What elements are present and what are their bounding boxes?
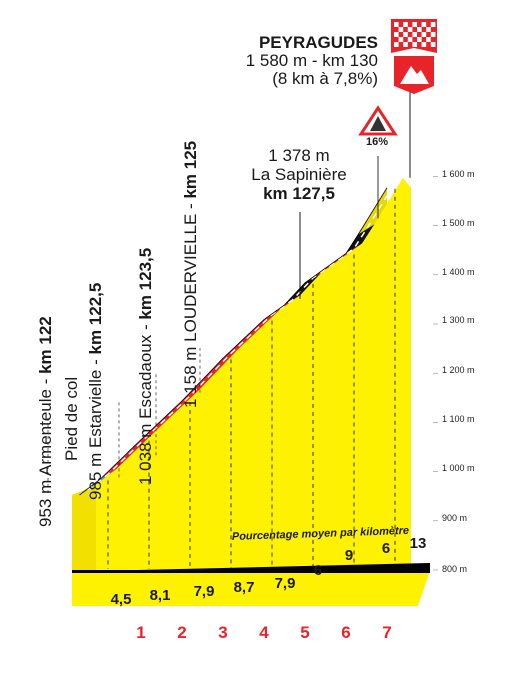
summit-climb: (8 km à 7,8%) xyxy=(272,69,378,88)
waypoint-escadaoux-text: 1 038 m Escadaoux - xyxy=(136,319,155,485)
waypoint-armenteule: 953 m Armenteule - km 122 xyxy=(36,316,56,527)
sapiniere-altitude: 1 378 m xyxy=(268,146,330,165)
gradient-value-1: 8,1 xyxy=(150,587,171,604)
gradient-band xyxy=(72,571,430,606)
waypoint-estarvielle-km: km 122,5 xyxy=(86,282,105,355)
km-marker-5: 5 xyxy=(300,623,309,642)
gradient-value-2: 7,9 xyxy=(194,583,215,600)
summit-name: PEYRAGUDES xyxy=(258,33,378,52)
gradient-value-6: 9 xyxy=(345,547,353,564)
gradient-value-7: 6 xyxy=(382,540,390,557)
waypoint-estarvielle: 985 m Estarvielle - km 122,5 xyxy=(86,283,106,500)
y-tick-1500: 1 500 m xyxy=(442,218,475,228)
waypoint-loudervielle: 1 158 m LOUDERVIELLE - km 125 xyxy=(181,141,201,408)
profile-segment-8 xyxy=(346,224,375,254)
sapiniere-name: La Sapinière xyxy=(251,165,347,184)
waypoint-estarvielle-text: 985 m Estarvielle - xyxy=(86,354,105,500)
waypoint-loudervielle-text: 1 158 m LOUDERVIELLE - xyxy=(181,198,200,408)
y-tick-1300: 1 300 m xyxy=(442,315,475,325)
waypoint-armenteule-text: 953 m Armenteule - xyxy=(36,373,55,527)
km-marker-7: 7 xyxy=(382,623,391,642)
y-tick-1200: 1 200 m xyxy=(442,365,475,375)
waypoint-escadaoux: 1 038 m Escadaoux - km 123,5 xyxy=(136,248,156,485)
y-tick-1000: 1 000 m xyxy=(442,463,475,473)
profile-segment-6 xyxy=(284,272,321,305)
profile-centerline xyxy=(87,182,396,491)
profile-segment-1 xyxy=(100,429,157,480)
km-marker-3: 3 xyxy=(218,623,227,642)
gradient-value-5: 6 xyxy=(314,562,322,579)
profile-segment-4 xyxy=(223,309,280,359)
gradient-value-3: 8,7 xyxy=(234,579,255,596)
km-marker-4: 4 xyxy=(259,623,269,642)
waypoint-escadaoux-km: km 123,5 xyxy=(136,247,155,320)
sapiniere-label: 1 378 m La Sapinière km 127,5 xyxy=(234,146,364,203)
gradient-value-0: 4,5 xyxy=(111,591,132,608)
waypoint-loudervielle-km: km 125 xyxy=(181,140,200,199)
waypoint-armenteule-km: km 122 xyxy=(36,316,55,374)
sapiniere-km: km 127,5 xyxy=(263,184,335,203)
y-tick-1100: 1 100 m xyxy=(442,414,475,424)
km-marker-2: 2 xyxy=(177,623,186,642)
summit-detail: 1 580 m - km 130 xyxy=(245,51,378,70)
y-tick-1400: 1 400 m xyxy=(442,267,475,277)
waypoint-pied-de-col-text: Pied de col xyxy=(62,376,81,461)
gradient-value-4: 7,9 xyxy=(275,575,296,592)
max-gradient-label: 16% xyxy=(365,136,389,148)
gradient-value-8: 13 xyxy=(410,535,427,552)
profile-area xyxy=(95,177,411,572)
profile-start-face xyxy=(72,485,96,571)
y-tick-800: 800 m xyxy=(442,564,468,574)
summit-label: PEYRAGUDES 1 580 m - km 130 (8 km à 7,8%… xyxy=(200,34,378,88)
y-tick-1600: 1 600 m xyxy=(442,169,475,179)
km-marker-6: 6 xyxy=(341,623,350,642)
waypoint-pied-de-col: Pied de col xyxy=(62,377,82,461)
km-marker-1: 1 xyxy=(136,623,145,642)
y-tick-900: 900 m xyxy=(442,513,468,523)
